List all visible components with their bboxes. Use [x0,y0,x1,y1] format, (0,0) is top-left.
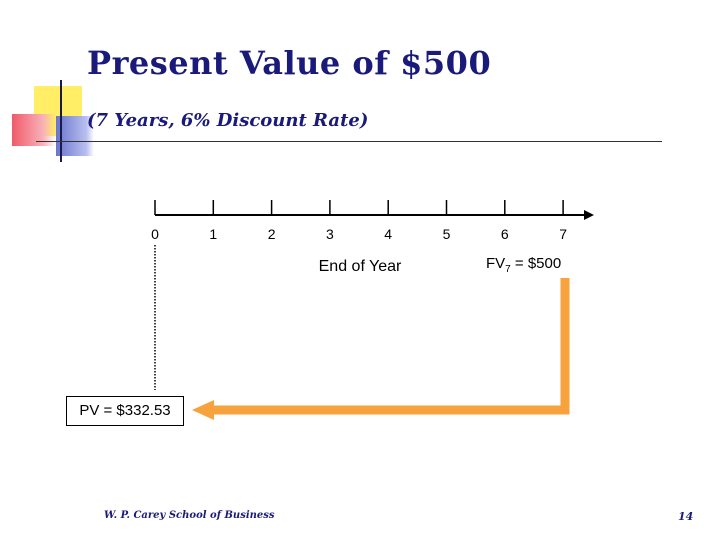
timeline-tick-label: 4 [384,226,392,242]
timeline-tick-label: 3 [326,226,334,242]
timeline-tick-label: 7 [559,226,567,242]
discount-arrow [210,278,570,415]
slide-subtitle: (7 Years, 6% Discount Rate) [87,110,369,131]
fv-label: FV7 = $500 [486,255,561,275]
timeline-tick-label: 6 [501,226,509,242]
deco-square-blue [56,116,94,156]
page-number: 14 [678,510,694,523]
timeline-ticks: 0 1 2 3 4 5 6 7 [151,200,567,242]
timeline-tick-label: 2 [268,226,276,242]
axis-label: End of Year [319,258,402,275]
timeline-tick-label: 1 [209,226,217,242]
pv-label-box: PV = $332.53 [66,396,184,426]
slide-title: Present Value of $500 [87,44,492,82]
discount-arrow-head [192,400,214,420]
timeline-tick-label: 5 [443,226,451,242]
footer-school-name: W. P. Carey School of Business [104,510,275,521]
deco-square-red [12,114,56,146]
title-rule [36,141,662,142]
timeline-tick-label: 0 [151,226,159,242]
deco-vertical-line [60,80,62,162]
